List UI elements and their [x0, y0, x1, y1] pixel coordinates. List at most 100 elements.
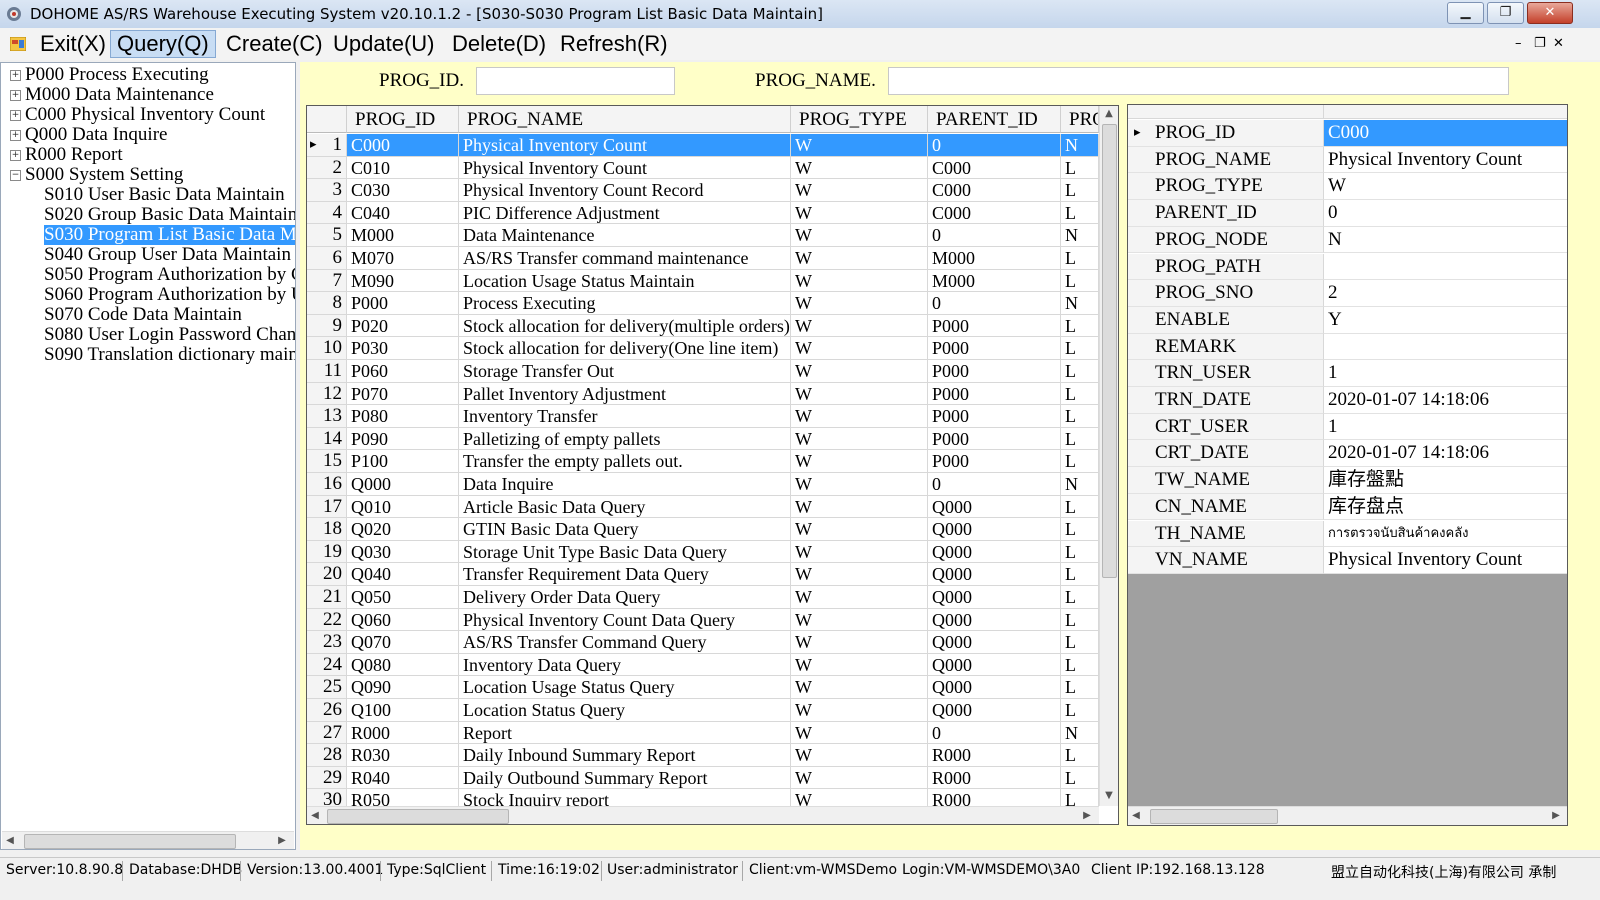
cell-type[interactable]: W: [791, 179, 928, 202]
table-row[interactable]: 7 M090 Location Usage Status Maintain W M000…: [307, 269, 1099, 293]
table-row[interactable]: 20 Q040 Transfer Requirement Data Query W Q0…: [307, 563, 1099, 586]
cell-name[interactable]: AS/RS Transfer command maintenance: [459, 247, 791, 270]
row-header[interactable]: ▸ 1: [307, 134, 347, 157]
cell-node[interactable]: N: [1061, 292, 1099, 315]
cell-name[interactable]: Storage Transfer Out: [459, 360, 791, 383]
cell-parent[interactable]: P000: [928, 314, 1061, 338]
cell-id[interactable]: Q060: [347, 608, 459, 632]
tree-item[interactable]: M000 Data Maintenance: [25, 85, 214, 105]
property-value[interactable]: [1324, 333, 1567, 361]
row-header[interactable]: 4: [307, 201, 347, 225]
property-row[interactable]: TRN_DATE 2020-01-07 14:18:06: [1128, 387, 1567, 414]
property-row[interactable]: PROG_SNO 2: [1128, 280, 1567, 307]
cell-name[interactable]: Data Maintenance: [459, 224, 791, 247]
cell-type[interactable]: W: [791, 586, 928, 609]
cell-parent[interactable]: Q000: [928, 540, 1061, 564]
scroll-thumb[interactable]: [1150, 809, 1278, 824]
table-row[interactable]: 11 P060 Storage Transfer Out W P000 L: [307, 360, 1099, 383]
cell-id[interactable]: P060: [347, 360, 459, 383]
cell-name[interactable]: Data Inquire: [459, 473, 791, 496]
row-header[interactable]: 12: [307, 382, 347, 406]
row-header[interactable]: 5: [307, 224, 347, 247]
tree-item[interactable]: S000 System Setting: [25, 165, 183, 185]
cell-parent[interactable]: Q000: [928, 563, 1061, 586]
row-header[interactable]: 8: [307, 292, 347, 315]
cell-id[interactable]: P100: [347, 450, 459, 473]
cell-type[interactable]: W: [791, 450, 928, 473]
cell-type[interactable]: W: [791, 721, 928, 745]
cell-name[interactable]: Transfer Requirement Data Query: [459, 563, 791, 586]
mdi-close-button[interactable]: ✕: [1553, 36, 1564, 51]
property-row[interactable]: PROG_NAME Physical Inventory Count: [1128, 146, 1567, 174]
cell-name[interactable]: Storage Unit Type Basic Data Query: [459, 540, 791, 564]
cell-name[interactable]: Daily Inbound Summary Report: [459, 744, 791, 767]
cell-node[interactable]: L: [1061, 382, 1099, 406]
row-header[interactable]: 11: [307, 360, 347, 383]
menu-query[interactable]: Query(Q): [110, 30, 216, 58]
cell-name[interactable]: Physical Inventory Count: [459, 156, 791, 180]
cell-id[interactable]: Q050: [347, 586, 459, 609]
property-value[interactable]: Physical Inventory Count: [1324, 146, 1567, 174]
cell-id[interactable]: P070: [347, 382, 459, 406]
cell-node[interactable]: L: [1061, 405, 1099, 428]
cell-type[interactable]: W: [791, 631, 928, 654]
collapse-icon[interactable]: −: [10, 170, 21, 181]
cell-name[interactable]: AS/RS Transfer Command Query: [459, 631, 791, 654]
cell-type[interactable]: W: [791, 676, 928, 699]
tree-item[interactable]: S020 Group Basic Data Maintain: [44, 205, 295, 225]
property-row[interactable]: TH_NAME การตรวจนับสินค้าคงคลัง: [1128, 520, 1567, 548]
row-header[interactable]: 9: [307, 314, 347, 338]
scroll-thumb[interactable]: [1102, 124, 1117, 578]
cell-parent[interactable]: P000: [928, 360, 1061, 383]
cell-type[interactable]: W: [791, 292, 928, 315]
column-header-prog-name[interactable]: PROG_NAME: [459, 106, 791, 133]
cell-id[interactable]: C040: [347, 201, 459, 225]
cell-id[interactable]: Q100: [347, 699, 459, 722]
cell-name[interactable]: Report: [459, 721, 791, 745]
property-value[interactable]: 2: [1324, 280, 1567, 307]
cell-node[interactable]: L: [1061, 495, 1099, 519]
row-header[interactable]: 17: [307, 495, 347, 519]
tree-item[interactable]: S050 Program Authorization by Group: [44, 265, 295, 285]
tree-item[interactable]: C000 Physical Inventory Count: [25, 105, 265, 125]
cell-node[interactable]: L: [1061, 653, 1099, 677]
cell-name[interactable]: Process Executing: [459, 292, 791, 315]
cell-node[interactable]: L: [1061, 631, 1099, 654]
tree-item[interactable]: S040 Group User Data Maintain: [44, 245, 291, 265]
cell-name[interactable]: Location Usage Status Maintain: [459, 269, 791, 293]
cell-node[interactable]: L: [1061, 337, 1099, 360]
menu-delete[interactable]: Delete(D): [452, 31, 547, 56]
tree-item[interactable]: S010 User Basic Data Maintain: [44, 185, 285, 205]
row-header[interactable]: 15: [307, 450, 347, 473]
column-header-parent-id[interactable]: PARENT_ID: [928, 106, 1061, 133]
property-value[interactable]: Y: [1324, 306, 1567, 334]
scroll-down-icon[interactable]: ▼: [1105, 790, 1113, 801]
table-row[interactable]: 17 Q010 Article Basic Data Query W Q000 L: [307, 495, 1099, 519]
cell-parent[interactable]: 0: [928, 134, 1061, 157]
cell-parent[interactable]: R000: [928, 744, 1061, 767]
cell-type[interactable]: W: [791, 360, 928, 383]
column-header-prog-type[interactable]: PROG_TYPE: [791, 106, 928, 133]
row-header[interactable]: 16: [307, 473, 347, 496]
tree-item[interactable]: P000 Process Executing: [25, 65, 209, 85]
cell-id[interactable]: M000: [347, 224, 459, 247]
expand-icon[interactable]: +: [10, 70, 21, 81]
expand-icon[interactable]: +: [10, 90, 21, 101]
property-row[interactable]: CRT_USER 1: [1128, 413, 1567, 441]
cell-name[interactable]: PIC Difference Adjustment: [459, 201, 791, 225]
prog-id-input[interactable]: [476, 67, 675, 95]
property-row[interactable]: PARENT_ID 0: [1128, 200, 1567, 227]
table-row[interactable]: 3 C030 Physical Inventory Count Record W C00…: [307, 179, 1099, 202]
table-row[interactable]: 16 Q000 Data Inquire W 0 N: [307, 473, 1099, 496]
expand-icon[interactable]: +: [10, 150, 21, 161]
row-header[interactable]: 19: [307, 540, 347, 564]
cell-id[interactable]: C000: [347, 134, 459, 157]
cell-parent[interactable]: Q000: [928, 699, 1061, 722]
grid-horizontal-scrollbar[interactable]: ◀ ▶: [307, 806, 1099, 824]
table-row[interactable]: ▸ 1 C000 Physical Inventory Count W 0 N: [307, 134, 1099, 157]
cell-id[interactable]: P000: [347, 292, 459, 315]
cell-id[interactable]: P030: [347, 337, 459, 360]
column-header-prog-id[interactable]: PROG_ID: [347, 106, 459, 133]
cell-node[interactable]: L: [1061, 156, 1099, 180]
property-value[interactable]: 1: [1324, 413, 1567, 441]
